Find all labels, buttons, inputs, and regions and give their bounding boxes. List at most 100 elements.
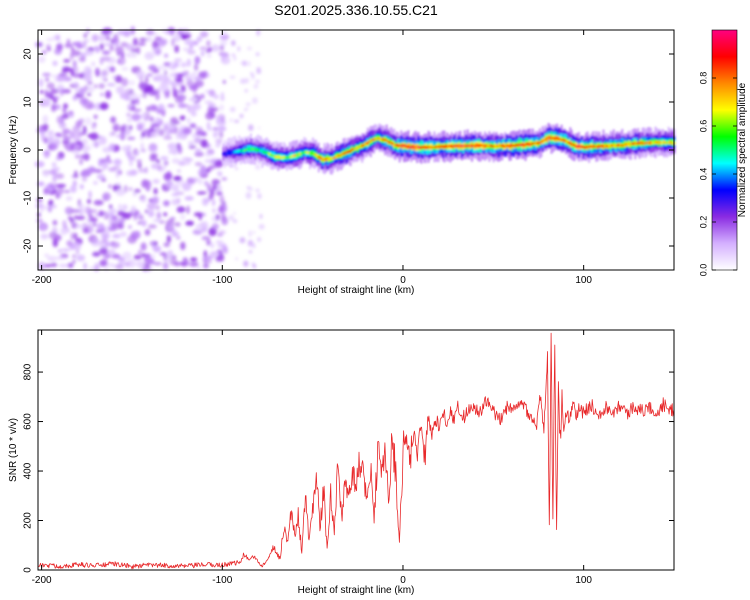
noise-blob — [195, 223, 203, 231]
ridge-cell — [569, 141, 572, 145]
ridge-cell — [509, 143, 513, 150]
ridge-cell — [459, 145, 462, 148]
noise-blob — [83, 47, 89, 52]
ridge-cell — [277, 156, 280, 159]
ridge-cell — [657, 141, 660, 145]
noise-blob — [132, 108, 142, 112]
noise-blob — [207, 165, 215, 171]
ridge-cell — [648, 141, 651, 145]
ridge-cell — [311, 153, 315, 156]
ridge-cell — [323, 158, 326, 162]
noise-blob — [186, 58, 191, 67]
noise-blob — [173, 34, 183, 40]
noise-blob — [52, 161, 56, 169]
noise-blob — [59, 88, 64, 97]
ridge-cell — [316, 154, 319, 157]
noise-blob — [212, 127, 220, 131]
noise-blob — [109, 44, 114, 52]
ridge-cell — [429, 146, 432, 149]
ridge-cell — [242, 148, 245, 152]
noise-blob — [194, 62, 199, 72]
noise-blob — [216, 191, 223, 196]
noise-blob — [255, 79, 260, 84]
noise-blob — [119, 29, 124, 36]
noise-blob — [177, 169, 181, 173]
noise-blob — [237, 46, 241, 52]
ridge-cell — [225, 152, 228, 156]
noise-blob — [79, 184, 84, 190]
noise-blob — [84, 117, 92, 126]
ridge-cell — [356, 146, 359, 149]
noise-blob — [218, 126, 227, 132]
noise-blob — [126, 125, 130, 133]
ridge-cell — [520, 143, 523, 147]
noise-blob — [119, 125, 125, 133]
noise-blob — [84, 50, 94, 56]
ridge-cell — [624, 143, 627, 147]
noise-blob — [222, 246, 228, 254]
noise-blob — [93, 122, 97, 126]
noise-blob — [48, 199, 54, 206]
ridge-cell — [226, 152, 229, 155]
noise-blob — [74, 170, 78, 178]
noise-blob — [173, 175, 182, 182]
noise-blob — [121, 67, 129, 71]
ridge-cell — [651, 141, 654, 144]
y-tick-label: 0 — [23, 147, 34, 153]
ridge-cell — [547, 136, 550, 139]
ridge-cell — [475, 144, 478, 147]
noise-blob — [152, 245, 162, 253]
noise-blob — [233, 212, 236, 215]
noise-blob — [82, 144, 89, 154]
noise-blob — [166, 253, 173, 260]
noise-blob — [233, 56, 236, 61]
noise-blob — [45, 77, 50, 82]
ridge-cell — [287, 156, 290, 159]
noise-blob — [235, 257, 238, 261]
ridge-cell — [252, 148, 255, 151]
noise-blob — [95, 229, 101, 233]
noise-blob — [220, 38, 228, 47]
ridge-cell — [521, 143, 524, 146]
noise-blob — [145, 29, 155, 36]
noise-blob — [152, 68, 160, 74]
noise-blob — [73, 82, 79, 86]
noise-blob — [165, 180, 173, 186]
ridge-cell — [394, 144, 397, 147]
noise-blob — [63, 59, 71, 63]
ridge-cell — [345, 151, 348, 154]
noise-blob — [179, 115, 186, 121]
noise-blob — [41, 50, 47, 55]
noise-blob — [152, 178, 160, 184]
noise-blob — [129, 160, 133, 167]
noise-blob — [131, 113, 141, 122]
ridge-cell — [222, 152, 225, 156]
ridge-cell — [324, 158, 328, 161]
noise-blob — [195, 148, 202, 154]
noise-blob — [158, 220, 166, 224]
noise-blob — [141, 253, 146, 258]
ridge-cell — [349, 149, 352, 153]
noise-blob — [258, 126, 261, 130]
noise-blob — [89, 266, 94, 270]
ridge-cell — [316, 153, 319, 160]
noise-blob — [202, 255, 213, 261]
noise-blob — [201, 50, 205, 57]
noise-blob — [209, 188, 215, 197]
noise-blob — [133, 212, 137, 221]
noise-blob — [215, 143, 221, 148]
noise-blob — [186, 205, 190, 215]
x-tick-label: -100 — [212, 575, 232, 586]
noise-blob — [155, 73, 166, 79]
ridge-cell — [670, 138, 673, 145]
noise-blob — [139, 37, 148, 42]
noise-blob — [193, 76, 202, 80]
noise-blob — [98, 34, 106, 42]
ridge-cell — [644, 142, 647, 145]
noise-blob — [168, 80, 175, 85]
noise-blob — [218, 172, 223, 177]
noise-blob — [114, 42, 120, 47]
noise-blob — [206, 183, 212, 190]
noise-blob — [167, 170, 171, 179]
